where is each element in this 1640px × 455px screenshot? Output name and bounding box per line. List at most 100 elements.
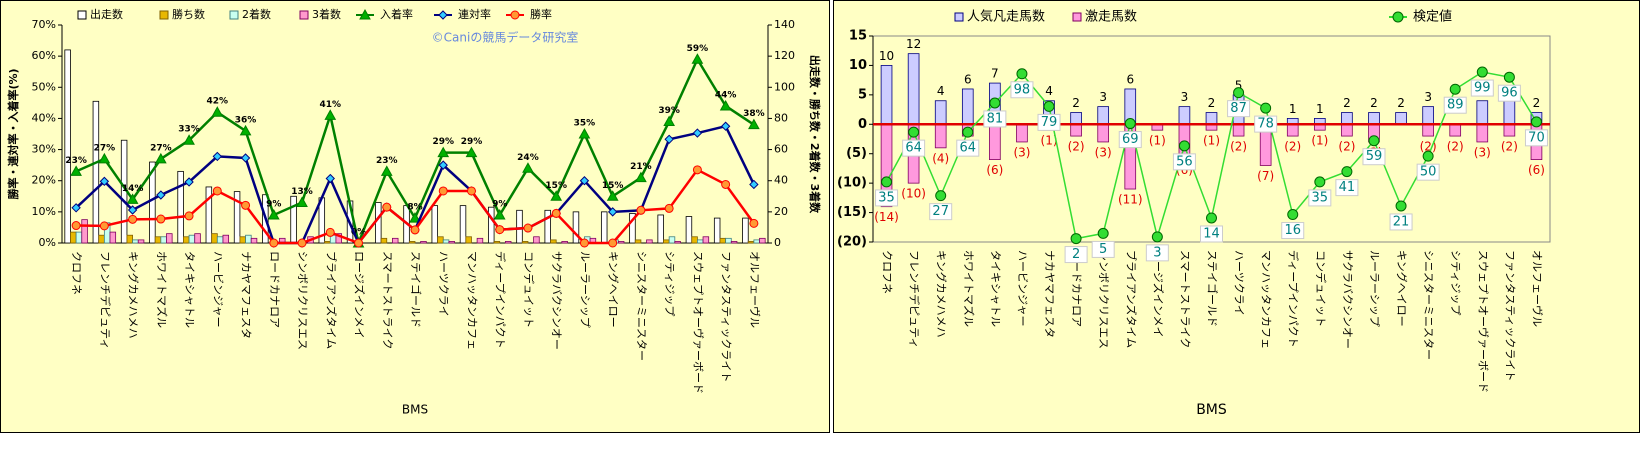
bar-label: 2: [1370, 96, 1378, 110]
x-tick-label: ディープインパクト: [1287, 250, 1301, 348]
marker: [1070, 233, 1082, 245]
x-tick-label: コンデュイット: [1314, 250, 1328, 327]
point-label: 33%: [178, 125, 200, 135]
bar: [1205, 112, 1218, 125]
x-tick-label: ハーツクライ: [437, 251, 450, 317]
point-label: 41: [1339, 180, 1356, 195]
legend-label: 3着数: [312, 7, 341, 21]
bar: [154, 236, 162, 244]
bar: [702, 236, 710, 244]
marker: [579, 238, 589, 248]
marker: [551, 208, 561, 218]
marker: [749, 218, 759, 228]
marker: [409, 212, 421, 223]
marker: [71, 221, 81, 231]
marker: [354, 238, 364, 248]
marker: [663, 115, 676, 127]
bar: [1503, 123, 1516, 137]
marker: [1151, 231, 1163, 243]
marker: [607, 207, 618, 217]
marker: [1016, 68, 1028, 80]
label-box: [983, 110, 1007, 128]
bar-label: 2: [1533, 96, 1541, 110]
bar: [1476, 100, 1489, 125]
marker: [212, 186, 222, 196]
bar: [668, 236, 676, 244]
marker: [1233, 87, 1245, 99]
bar: [663, 239, 670, 244]
point-label: 38%: [743, 109, 765, 119]
marker: [1178, 140, 1190, 152]
point-label: 2: [1072, 247, 1080, 262]
marker: [211, 106, 224, 117]
marker: [1260, 102, 1272, 114]
point-label: 35%: [574, 119, 596, 129]
label-box: [902, 139, 926, 157]
marker: [606, 190, 619, 201]
bar: [1097, 123, 1109, 143]
point-label: 14: [1203, 226, 1220, 241]
bar-label: (11): [1118, 193, 1143, 207]
bar-label: 10: [879, 49, 894, 63]
point-label: 14%: [122, 184, 144, 194]
marker: [128, 214, 138, 224]
bar: [617, 241, 625, 244]
bar: [132, 239, 139, 244]
bar: [109, 231, 117, 244]
label-box: [929, 203, 953, 221]
point-label: 16: [1284, 223, 1301, 238]
bar: [989, 123, 1001, 160]
bar: [92, 100, 100, 244]
x-tick-label: タイキシャトル: [183, 251, 196, 328]
y-tick-label: 80: [774, 111, 788, 124]
bar-label: 2: [1072, 96, 1080, 110]
y-tick-label: 40%: [32, 111, 56, 124]
point-label: 42%: [207, 97, 229, 107]
bar-label: 3: [1099, 90, 1107, 104]
marker: [664, 134, 674, 145]
bar: [98, 234, 105, 244]
point-label: 78: [1257, 117, 1274, 132]
y-tick-label: 70%: [32, 18, 56, 31]
point-label: 70: [1528, 130, 1545, 145]
point-label: 96: [1501, 86, 1518, 101]
label-box: [1335, 179, 1359, 197]
bar: [1286, 123, 1299, 137]
y-tick-label: 10%: [32, 205, 56, 218]
marker: [692, 128, 703, 138]
label-box: [956, 139, 980, 157]
y-tick-label: (5): [846, 146, 867, 161]
bar: [205, 186, 213, 244]
bar: [126, 234, 134, 244]
bar: [1178, 106, 1191, 125]
bar: [324, 241, 331, 244]
x-tick-label: ナカヤマフェスタ: [1043, 250, 1056, 338]
label-box: [1416, 163, 1440, 181]
x-tick-label: シンボリクリスエス: [1097, 250, 1110, 349]
marker: [1097, 227, 1109, 239]
point-label: 87: [1230, 101, 1247, 116]
x-tick-label: クロフネ: [881, 250, 894, 294]
bar-label: 6: [1126, 72, 1134, 86]
marker: [1043, 100, 1055, 112]
point-label: 9%: [266, 199, 281, 209]
bar: [961, 88, 974, 125]
label-box: [1010, 81, 1034, 99]
bar-label: (10): [901, 187, 926, 201]
legend-swatch: [229, 10, 239, 20]
bar: [81, 219, 88, 244]
marker: [71, 203, 81, 213]
y-tick-label: 60%: [32, 49, 56, 62]
bar-label: 1: [1289, 102, 1297, 116]
bar: [380, 237, 388, 244]
x-tick-label: フレンチデピュティ: [908, 250, 922, 348]
marker: [240, 153, 251, 163]
marker: [324, 109, 337, 120]
bar-label: 2: [1397, 96, 1405, 110]
bar-label: 4: [937, 84, 945, 98]
point-label: 89: [1447, 98, 1464, 113]
bar-label: 12: [906, 37, 921, 51]
bar: [600, 211, 608, 244]
marker: [99, 176, 110, 187]
label-box: [1172, 153, 1196, 171]
